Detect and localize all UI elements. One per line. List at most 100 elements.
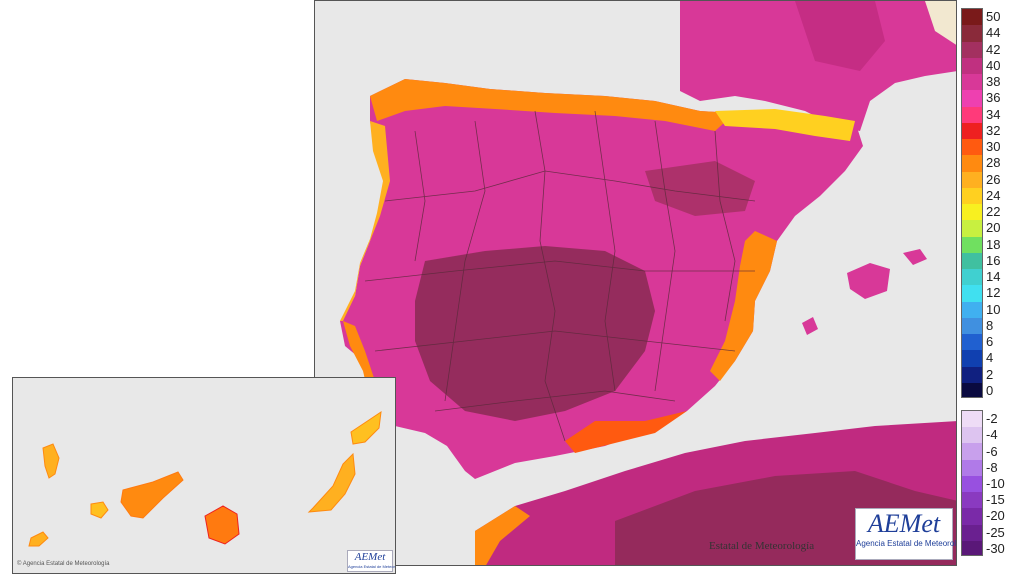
upper-scale-swatch	[962, 171, 982, 188]
upper-scale-tick-label: 42	[986, 41, 1001, 57]
upper-scale-tick-label: 20	[986, 220, 1001, 236]
upper-scale-swatch	[962, 220, 982, 237]
upper-scale-swatch	[962, 139, 982, 156]
upper-scale-swatch	[962, 334, 982, 351]
temperature-legend: 50 44 42 40 38 36 34 32 30 28 26 24 22 20 18 16 14 12 10 8 6…	[959, 6, 1023, 566]
lanzarote-island	[350, 410, 382, 445]
upper-scale-swatch	[962, 236, 982, 253]
upper-scale-tick-label: 18	[986, 236, 1001, 252]
upper-scale-swatch	[962, 41, 982, 58]
canary-logo-subtitle: Agencia Estatal de Meteorología	[348, 564, 395, 569]
tenerife-island	[120, 471, 184, 519]
morocco-coast-band	[475, 506, 530, 565]
upper-scale-tick-label: 22	[986, 204, 1001, 220]
alps-zone	[925, 1, 956, 45]
lower-scale-swatch	[962, 508, 982, 525]
upper-scale-tick-label: 44	[986, 25, 1001, 41]
el-hierro-island	[28, 531, 49, 547]
upper-scale-tick-label: 0	[986, 382, 994, 398]
upper-scale-tick-label: 4	[986, 350, 994, 366]
lower-scale-tick-label: -15	[986, 492, 1005, 508]
upper-scale-tick-label: 12	[986, 285, 1001, 301]
menorca-island	[903, 249, 927, 265]
upper-scale-tick-label: 2	[986, 366, 994, 382]
lower-color-scale	[961, 410, 983, 556]
upper-scale-swatch	[962, 350, 982, 367]
canary-map-graphic	[28, 410, 382, 547]
lower-scale-swatch	[962, 459, 982, 476]
aemet-logo-word: AEMet	[867, 509, 941, 538]
lower-scale-swatch	[962, 492, 982, 509]
upper-scale-tick-label: 6	[986, 334, 994, 350]
upper-scale-swatch	[962, 301, 982, 318]
upper-scale-swatch	[962, 106, 982, 123]
upper-scale-swatch	[962, 25, 982, 42]
upper-scale-swatch	[962, 382, 982, 397]
lower-scale-tick-label: -2	[986, 411, 998, 427]
upper-scale-tick-label: 38	[986, 74, 1001, 90]
upper-scale-swatch	[962, 187, 982, 204]
upper-scale-tick-label: 24	[986, 187, 1001, 203]
upper-scale-tick-label: 8	[986, 317, 994, 333]
upper-scale-tick-label: 32	[986, 122, 1001, 138]
lower-scale-swatch	[962, 443, 982, 460]
gran-canaria-island	[204, 505, 240, 545]
canary-aemet-logo: AEMet Agencia Estatal de Meteorología	[347, 550, 395, 572]
upper-scale-tick-label: 26	[986, 171, 1001, 187]
upper-scale-tick-label: 40	[986, 57, 1001, 73]
aemet-logo: AEMet Agencia Estatal de Meteorología	[855, 508, 956, 560]
upper-scale-tick-label: 50	[986, 9, 1001, 25]
france-landmass	[680, 1, 956, 131]
upper-scale-swatch	[962, 366, 982, 383]
lower-scale-tick-label: -25	[986, 524, 1005, 540]
lower-scale-tick-label: -10	[986, 476, 1005, 491]
lower-scale-swatch	[962, 427, 982, 444]
upper-scale-swatch	[962, 317, 982, 334]
pyrenees-band	[715, 109, 855, 141]
levante-coast-band	[710, 231, 777, 381]
lower-scale-tick-label: -20	[986, 508, 1005, 524]
cantabrian-coast-band	[370, 79, 735, 131]
upper-scale-swatch	[962, 155, 982, 172]
canary-credit-text: © Agencia Estatal de Meteorología	[17, 561, 110, 567]
upper-scale-tick-label: 30	[986, 139, 1001, 155]
lower-scale-tick-label: -6	[986, 443, 998, 459]
la-palma-island	[42, 443, 60, 479]
lower-scale-swatch	[962, 540, 982, 555]
upper-scale-swatch	[962, 90, 982, 107]
mallorca-island	[847, 263, 890, 299]
fuerteventura-island	[307, 452, 356, 513]
ebro-hot-zone	[645, 161, 755, 216]
lower-scale-tick-label: -30	[986, 540, 1005, 556]
lower-scale-swatch	[962, 475, 982, 493]
upper-scale-tick-label: 36	[986, 90, 1001, 106]
upper-color-scale	[961, 8, 983, 398]
upper-scale-tick-label: 10	[986, 301, 1001, 317]
lower-scale-swatch	[962, 524, 982, 541]
upper-scale-swatch	[962, 252, 982, 269]
province-borders	[364, 110, 756, 442]
upper-scale-swatch	[962, 122, 982, 139]
upper-scale-swatch	[962, 9, 982, 26]
upper-scale-tick-label: 16	[986, 252, 1001, 268]
lower-scale-tick-label: -4	[986, 427, 998, 443]
aemet-logo-subtitle: Agencia Estatal de Meteorología	[856, 539, 956, 548]
upper-scale-swatch	[962, 285, 982, 302]
map-credit-text: Estatal de Meteorología	[709, 540, 815, 552]
upper-scale-tick-label: 14	[986, 269, 1001, 285]
upper-scale-swatch	[962, 204, 982, 221]
upper-scale-tick-label: 34	[986, 106, 1001, 122]
lower-scale-swatch	[962, 411, 982, 428]
upper-scale-tick-label: 28	[986, 155, 1001, 171]
canary-logo-word: AEMet	[354, 551, 386, 563]
france-hot-zone	[795, 1, 885, 71]
canary-islands-inset-map: © Agencia Estatal de Meteorología AEMet …	[12, 377, 396, 574]
galician-coast-band	[340, 121, 390, 321]
peninsula-temperature-map: Estatal de Meteorología AEMet Agencia Es…	[314, 0, 957, 566]
ibiza-island	[802, 317, 818, 335]
la-gomera-island	[90, 501, 109, 519]
peninsula-map-graphic	[340, 1, 956, 565]
upper-scale-swatch	[962, 57, 982, 74]
upper-scale-swatch	[962, 269, 982, 286]
andalusian-south-band	[565, 411, 687, 453]
